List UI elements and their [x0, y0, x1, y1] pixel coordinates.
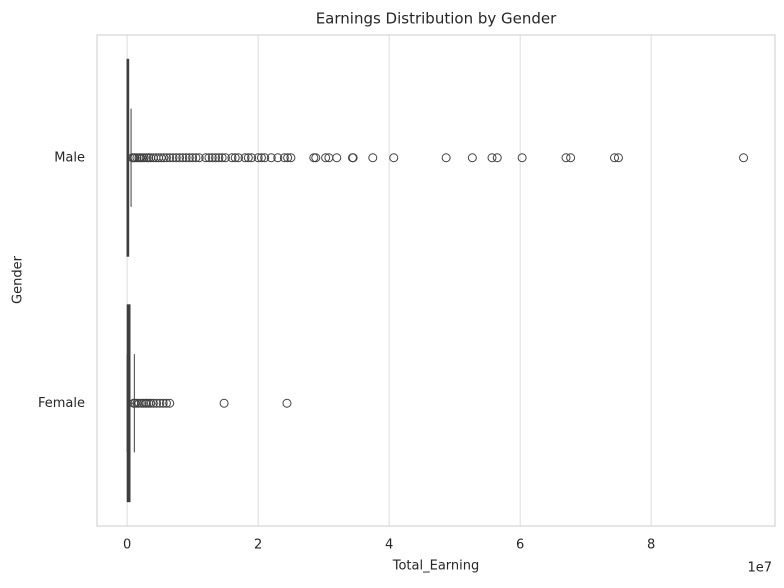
outlier [152, 398, 162, 408]
outlier [389, 153, 399, 163]
outlier [211, 153, 221, 163]
outlier [158, 398, 168, 408]
outlier [467, 153, 477, 163]
outlier [256, 153, 266, 163]
plot-frame [96, 34, 776, 527]
outlier [240, 153, 250, 163]
outlier [155, 398, 165, 408]
x-axis-label: Total_Earning [392, 559, 480, 574]
outlier [613, 153, 623, 163]
outlier [233, 153, 243, 163]
outlier [148, 398, 158, 408]
outlier [175, 153, 185, 163]
outlier [201, 153, 211, 163]
outlier [188, 153, 198, 163]
x-tick-label: 8 [647, 538, 655, 553]
outlier [283, 153, 293, 163]
outlier [220, 153, 230, 163]
outlier [161, 153, 171, 163]
outlier [260, 153, 270, 163]
outlier [487, 153, 497, 163]
y-axis-label: Gender [11, 255, 26, 304]
outlier [286, 153, 296, 163]
outlier [214, 153, 224, 163]
outlier [159, 153, 169, 163]
outlier [207, 153, 217, 163]
outlier [279, 153, 289, 163]
x-tick-label: 4 [385, 538, 393, 553]
outlier [227, 153, 237, 163]
outlier [566, 153, 576, 163]
y-tick-label: Male [54, 150, 85, 165]
outlier [204, 153, 214, 163]
outlier [610, 153, 620, 163]
outlier [156, 153, 166, 163]
outlier [181, 153, 191, 163]
outlier [368, 153, 378, 163]
outlier [561, 153, 571, 163]
outlier [739, 153, 749, 163]
chart-title: Earnings Distribution by Gender [316, 10, 557, 28]
outlier [161, 398, 171, 408]
outlier [253, 153, 263, 163]
outlier [184, 153, 194, 163]
outlier [282, 398, 292, 408]
outlier [230, 153, 240, 163]
outlier [309, 153, 319, 163]
outlier [441, 153, 451, 163]
outlier [139, 153, 149, 163]
outlier [492, 153, 502, 163]
y-tick-label: Female [38, 396, 85, 411]
outlier [168, 153, 178, 163]
outlier [191, 153, 201, 163]
outlier [219, 398, 229, 408]
outlier [247, 153, 257, 163]
x-offset-label: 1e7 [747, 561, 772, 576]
outlier [146, 398, 156, 408]
outlier [243, 153, 253, 163]
outlier [311, 153, 321, 163]
outlier [165, 153, 175, 163]
outlier [165, 398, 175, 408]
outlier [178, 153, 188, 163]
x-tick-label: 2 [254, 538, 262, 553]
outlier [321, 153, 331, 163]
outlier [171, 153, 181, 163]
outlier [348, 153, 358, 163]
outlier [273, 153, 283, 163]
outlier [194, 153, 204, 163]
outlier [217, 153, 227, 163]
outlier [332, 153, 342, 163]
x-tick-label: 0 [123, 538, 131, 553]
outlier [517, 153, 527, 163]
outlier [266, 153, 276, 163]
x-tick-label: 6 [516, 538, 524, 553]
